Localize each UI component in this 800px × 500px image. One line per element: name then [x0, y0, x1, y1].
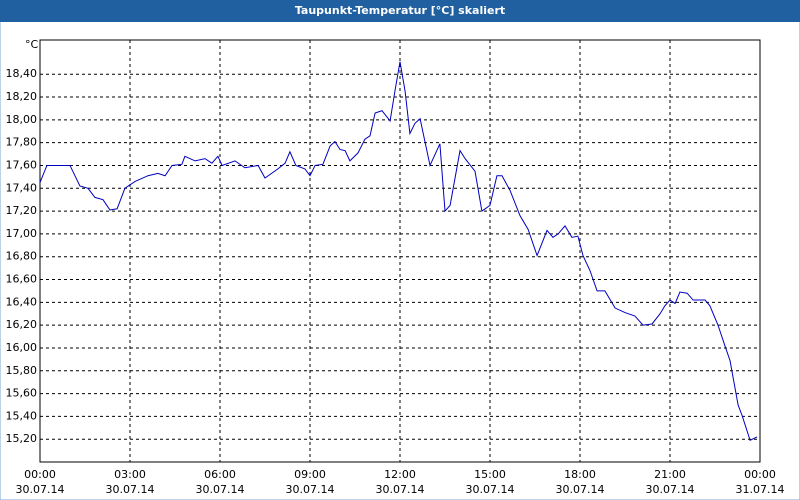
y-tick-label: 17,00	[6, 227, 38, 240]
y-tick-label: 17,80	[6, 136, 38, 149]
x-tick-label: 12:00	[384, 468, 416, 481]
y-tick-label: 15,80	[6, 364, 38, 377]
y-tick-label: 15,20	[6, 432, 38, 445]
y-tick-label: 16,80	[6, 250, 38, 263]
x-tick-label: 15:00	[474, 468, 506, 481]
y-tick-label: 17,40	[6, 181, 38, 194]
x-tick-date: 30.07.14	[466, 483, 515, 496]
y-tick-label: 18,40	[6, 67, 38, 80]
x-tick-date: 30.07.14	[106, 483, 155, 496]
y-tick-label: 15,60	[6, 387, 38, 400]
chart-title: Taupunkt-Temperatur [°C] skaliert	[295, 4, 505, 17]
y-tick-label: 16,20	[6, 318, 38, 331]
x-tick-date: 30.07.14	[556, 483, 605, 496]
x-tick-label: 00:00	[744, 468, 776, 481]
y-tick-label: 15,40	[6, 409, 38, 422]
y-tick-label: 17,60	[6, 158, 38, 171]
x-tick-date: 30.07.14	[16, 483, 65, 496]
x-tick-label: 06:00	[204, 468, 236, 481]
y-tick-label: 16,60	[6, 273, 38, 286]
x-tick-label: 03:00	[114, 468, 146, 481]
y-tick-label: 16,00	[6, 341, 38, 354]
x-tick-label: 18:00	[564, 468, 596, 481]
y-tick-label: 16,40	[6, 295, 38, 308]
x-tick-date: 31.07.14	[736, 483, 785, 496]
x-tick-date: 30.07.14	[376, 483, 425, 496]
x-tick-date: 30.07.14	[286, 483, 335, 496]
data-line	[39, 61, 758, 442]
x-tick-date: 30.07.14	[196, 483, 245, 496]
y-tick-label: 18,00	[6, 113, 38, 126]
y-tick-label: 18,20	[6, 90, 38, 103]
x-tick-label: 00:00	[24, 468, 56, 481]
x-tick-label: 21:00	[654, 468, 686, 481]
x-tick-label: 09:00	[294, 468, 326, 481]
x-tick-date: 30.07.14	[646, 483, 695, 496]
title-bar	[0, 0, 800, 22]
y-tick-label: 17,20	[6, 204, 38, 217]
y-unit: °C	[25, 38, 39, 51]
